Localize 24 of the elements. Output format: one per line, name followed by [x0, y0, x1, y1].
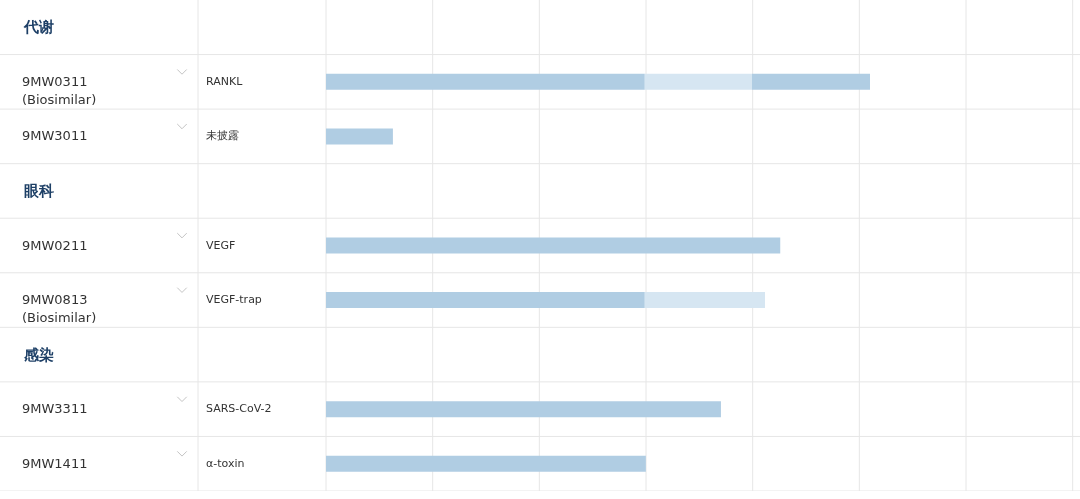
y-tick-label: 9MW0211: [22, 237, 88, 253]
y-tick-label: 9MW1411: [22, 455, 88, 471]
y-tick-label: 9MW0311 (Biosimilar): [22, 73, 97, 107]
y-tick-label: 9MW3011: [22, 128, 88, 144]
bar: [326, 237, 781, 254]
text: VEGF-trap: [206, 293, 262, 307]
bar: [644, 292, 766, 309]
text: RANKL: [206, 74, 244, 88]
text: α-toxin: [206, 456, 245, 470]
y-tick-label: 代谢: [23, 18, 54, 37]
text: VEGF: [206, 238, 236, 252]
bar: [326, 455, 646, 472]
bar: [326, 128, 393, 145]
y-tick-label: 9MW3311: [22, 401, 88, 417]
bar: [326, 73, 645, 90]
text: SARS-CoV-2: [206, 402, 272, 416]
y-tick-label: 9MW0813 (Biosimilar): [22, 292, 97, 326]
bar: [326, 292, 645, 309]
text: 未披露: [206, 129, 239, 143]
bar: [326, 401, 721, 418]
bar: [644, 73, 752, 90]
y-tick-label: 眼科: [24, 181, 54, 200]
bar: [751, 73, 870, 90]
y-tick-label: 感染: [23, 345, 54, 364]
